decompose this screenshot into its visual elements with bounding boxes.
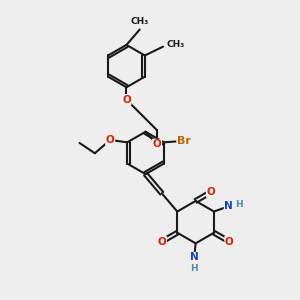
Text: CH₃: CH₃ <box>166 40 184 49</box>
Text: O: O <box>225 237 234 247</box>
Text: H: H <box>235 200 243 209</box>
Text: N: N <box>224 201 233 211</box>
Text: N: N <box>190 253 199 262</box>
Text: O: O <box>122 94 131 105</box>
Text: O: O <box>153 140 161 149</box>
Text: CH₃: CH₃ <box>130 17 149 26</box>
Text: H: H <box>190 264 198 273</box>
Text: Br: Br <box>177 136 191 146</box>
Text: O: O <box>207 187 215 197</box>
Text: O: O <box>158 237 166 247</box>
Text: O: O <box>106 135 115 145</box>
